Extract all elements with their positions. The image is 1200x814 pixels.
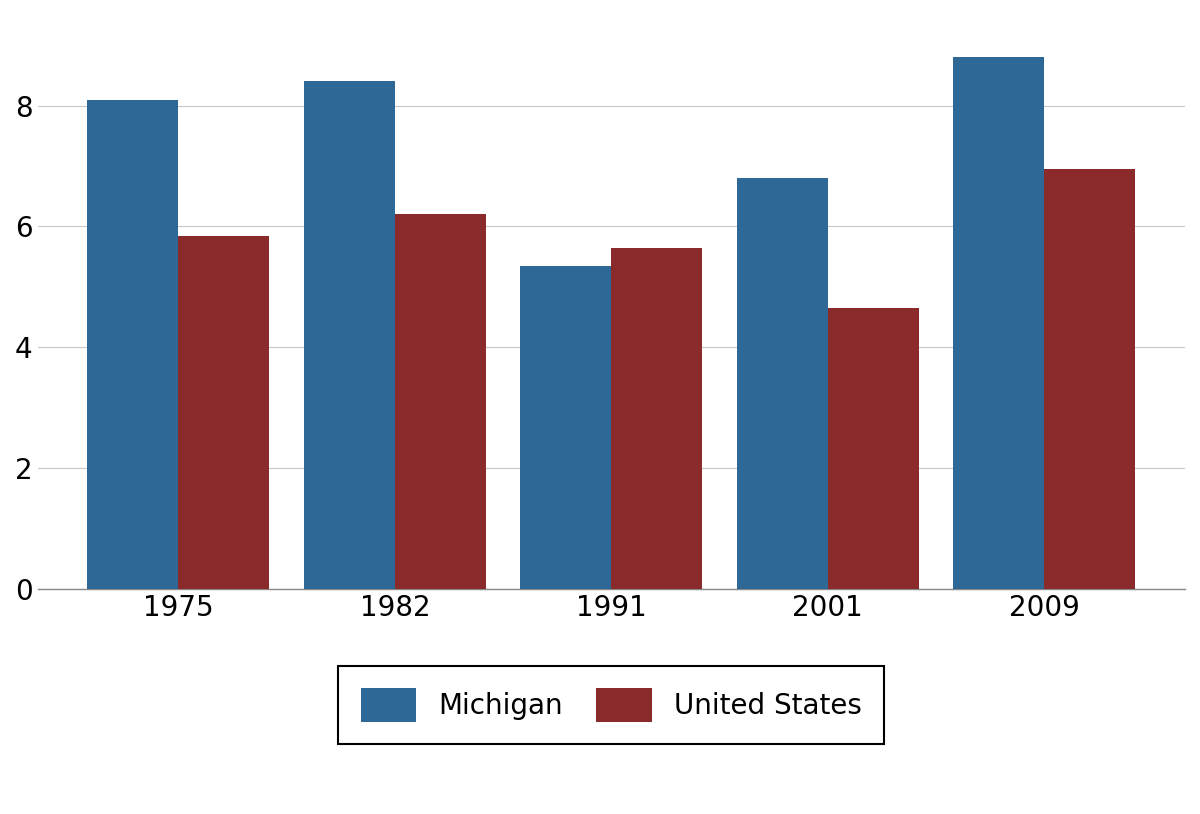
Bar xyxy=(1044,169,1135,589)
Bar xyxy=(828,308,919,589)
Bar xyxy=(737,178,828,589)
Legend: Michigan, United States: Michigan, United States xyxy=(338,666,884,744)
Bar xyxy=(179,235,269,589)
Bar xyxy=(88,99,179,589)
Bar xyxy=(953,57,1044,589)
Bar xyxy=(521,265,611,589)
Bar xyxy=(395,214,486,589)
Bar xyxy=(304,81,395,589)
Bar xyxy=(611,247,702,589)
